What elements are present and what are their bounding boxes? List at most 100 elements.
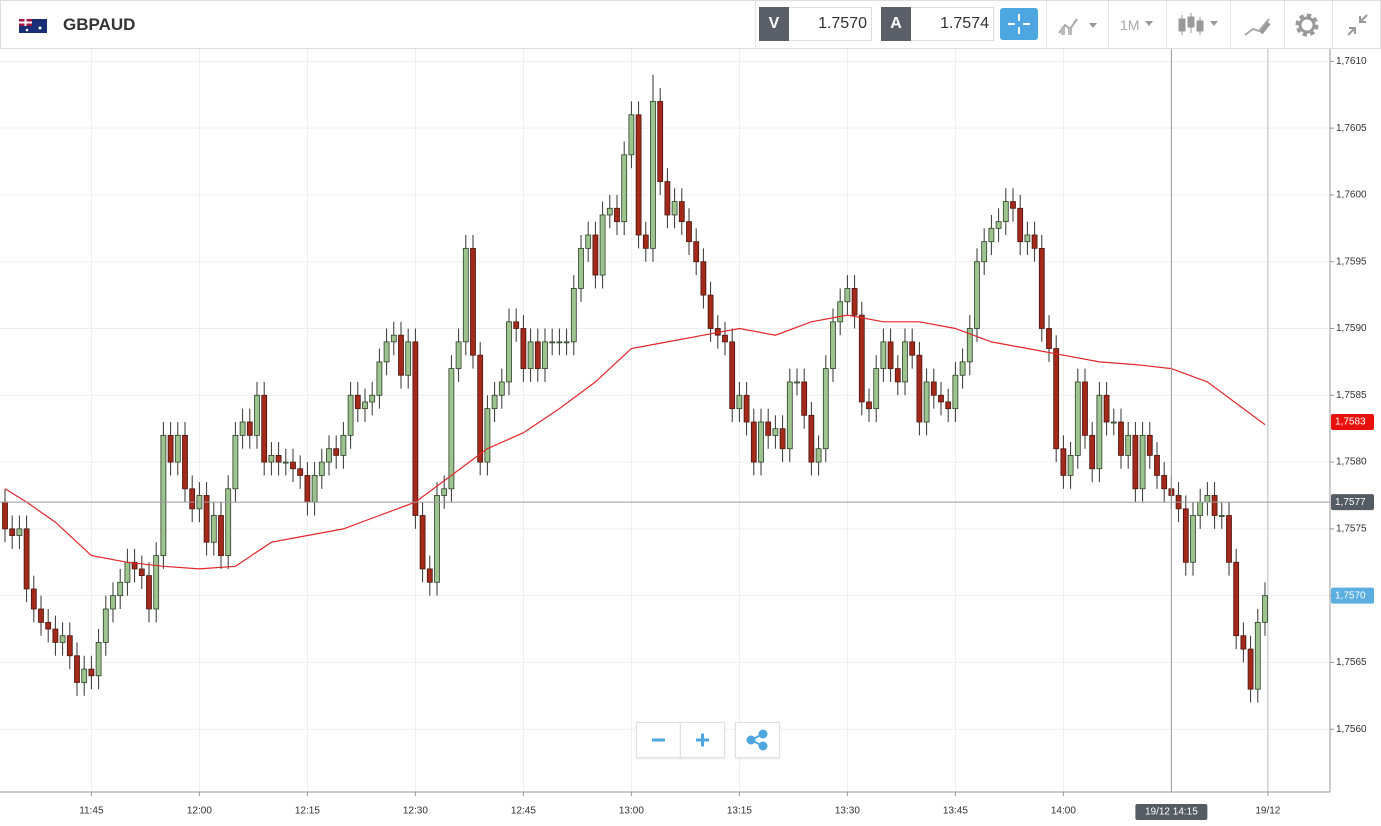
candle-body	[1154, 454, 1160, 476]
candle-body	[1197, 501, 1204, 516]
candle-body	[426, 568, 433, 583]
candle-body	[959, 361, 966, 376]
settings-button[interactable]	[1282, 7, 1332, 43]
candle-body	[506, 321, 512, 383]
candle-body	[405, 341, 412, 376]
candle-body	[225, 488, 232, 556]
candle-body	[239, 421, 246, 436]
price-marker-label: 1,7570	[1335, 590, 1366, 601]
candle-body	[945, 401, 952, 410]
candle-body	[275, 454, 282, 463]
candle-body	[2, 501, 8, 530]
x-tick-label: 12:00	[187, 806, 212, 817]
zoom-in-button[interactable]	[680, 722, 725, 758]
chart-type-button[interactable]	[1173, 7, 1223, 43]
candle-body	[1038, 247, 1045, 329]
candle-body	[635, 114, 642, 236]
timeframe-button[interactable]: 1M	[1113, 7, 1163, 43]
candle-body	[830, 321, 836, 369]
candle-body	[916, 354, 923, 423]
crosshair-y-label: 1,7577	[1335, 497, 1366, 508]
candle-body	[412, 341, 419, 516]
candle-body	[491, 394, 498, 410]
candle-body	[1096, 394, 1103, 470]
flag-icon	[19, 19, 47, 33]
candle-body	[981, 241, 988, 263]
candle-body	[815, 448, 822, 463]
candle-body	[484, 408, 491, 463]
candle-body	[887, 341, 894, 369]
candle-body	[477, 354, 484, 463]
candle-body	[1089, 434, 1096, 470]
candle-body	[16, 528, 23, 536]
zoom-out-button[interactable]	[636, 722, 681, 758]
draw-button[interactable]	[1233, 7, 1283, 43]
indicators-button[interactable]	[1053, 7, 1103, 43]
candle-body	[311, 475, 318, 503]
crosshair-x-badge	[1135, 804, 1208, 820]
candle-body	[66, 635, 73, 657]
candle-body	[498, 381, 505, 396]
candle-body	[1060, 448, 1067, 476]
candle-body	[1082, 381, 1088, 436]
candle-body	[81, 668, 88, 683]
candle-body	[894, 368, 901, 383]
candle-body	[873, 368, 880, 410]
candle-body	[988, 227, 995, 243]
candle-body	[340, 434, 347, 456]
candle-body	[844, 288, 851, 303]
plus-icon	[696, 733, 709, 747]
candle-body	[729, 341, 736, 410]
y-tick-label: 1,7580	[1336, 457, 1367, 468]
candle-body	[657, 101, 664, 182]
candle-body	[1125, 434, 1132, 456]
candle-body	[261, 394, 268, 463]
candle-body	[909, 341, 916, 356]
candle-body	[88, 668, 95, 677]
candle-body	[462, 247, 469, 343]
candle-body	[1204, 495, 1211, 503]
candle-body	[621, 154, 628, 223]
candle-body	[743, 394, 750, 423]
candle-body	[117, 581, 124, 597]
candle-body	[1226, 515, 1232, 563]
y-tick-label: 1,7560	[1336, 724, 1367, 735]
collapse-button[interactable]	[1332, 7, 1381, 43]
y-tick-label: 1,7590	[1336, 323, 1367, 334]
y-tick-label: 1,7610	[1336, 56, 1367, 67]
candle-body	[333, 448, 340, 456]
candle-body	[851, 288, 858, 316]
candle-body	[203, 495, 210, 543]
candle-body	[369, 394, 376, 403]
bid-button[interactable]: V	[759, 7, 789, 41]
candle-body	[765, 421, 772, 436]
candle-body	[700, 261, 707, 296]
collapse-icon	[1347, 14, 1368, 36]
price-marker	[1331, 587, 1374, 604]
candle-body	[707, 294, 714, 329]
candle-body	[570, 288, 577, 343]
candle-body	[556, 341, 563, 344]
candle-body	[390, 334, 397, 343]
candle-body	[347, 394, 354, 436]
y-tick-label: 1,7595	[1336, 256, 1367, 267]
crosshair-button[interactable]	[1000, 8, 1038, 40]
ask-button[interactable]: A	[881, 7, 911, 41]
candle-body	[470, 247, 476, 356]
candle-body	[599, 214, 606, 276]
y-tick-label: 1,7575	[1336, 524, 1367, 535]
candle-body	[902, 341, 908, 383]
candle-body	[650, 101, 656, 249]
draw-icon	[1244, 18, 1271, 36]
candle-body	[923, 381, 930, 423]
candle-body	[585, 234, 592, 249]
candle-body	[246, 421, 253, 436]
share-button[interactable]	[735, 722, 780, 758]
timeframe: 1M	[1120, 17, 1140, 33]
candle-body	[23, 528, 30, 590]
candle-body	[1161, 475, 1168, 490]
x-tick-label: 13:45	[943, 806, 968, 817]
candle-body	[398, 334, 404, 376]
candle-body	[189, 488, 196, 510]
